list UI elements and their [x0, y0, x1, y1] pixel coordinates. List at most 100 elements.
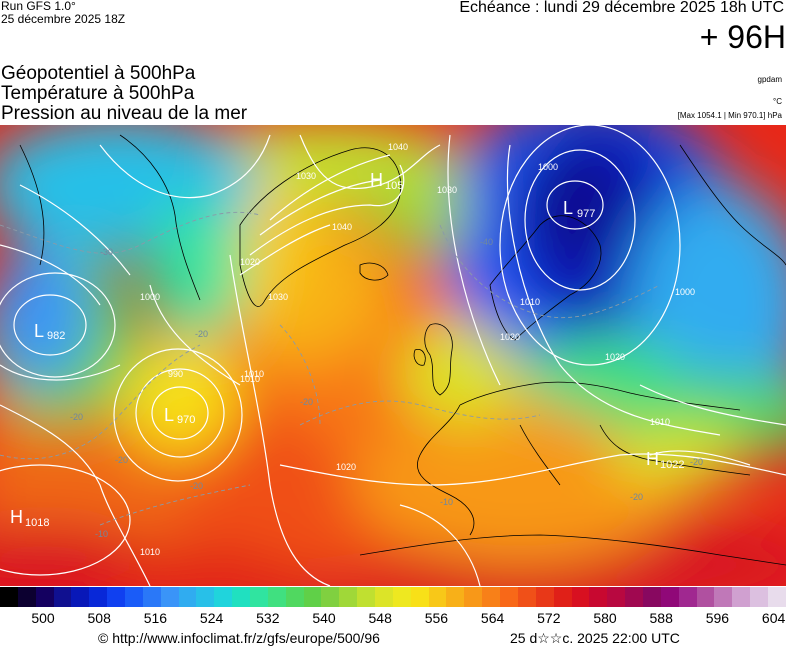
high-value: 1018: [25, 517, 49, 529]
colorbar-swatch: [732, 587, 751, 607]
colorbar-tick-label: 508: [87, 610, 111, 626]
isotherm-labels: -30 -20 -40 -20 -20 -20 -20 -10 -10 -20 …: [70, 237, 703, 539]
colorbar-swatch: [35, 587, 54, 607]
colorbar-swatch: [232, 587, 251, 607]
colorbar-swatch: [392, 587, 411, 607]
isobar-label: 1030: [437, 185, 457, 195]
colorbar-tick-label: 532: [256, 610, 280, 626]
isobar-label: 1000: [140, 292, 160, 302]
high-value: 1022: [660, 459, 684, 471]
isotherm-label: -40: [480, 237, 493, 247]
colorbar-swatch: [410, 587, 429, 607]
title-pressure: Pression au niveau de la mer: [1, 103, 248, 124]
colorbar-swatch: [535, 587, 554, 607]
colorbar-swatch: [17, 587, 36, 607]
isobar-label: 1010: [650, 417, 670, 427]
colorbar-swatch: [482, 587, 501, 607]
colorbar: [0, 587, 786, 607]
colorbar-swatch: [607, 587, 626, 607]
isobar-label: 1020: [240, 257, 260, 267]
isotherm-label: -10: [95, 529, 108, 539]
colorbar-swatch: [196, 587, 215, 607]
colorbar-swatch: [285, 587, 304, 607]
colorbar-swatch: [89, 587, 108, 607]
colorbar-swatch: [178, 587, 197, 607]
colorbar-swatch: [678, 587, 697, 607]
low-value: 970: [177, 414, 195, 426]
colorbar-swatch: [107, 587, 126, 607]
isotherms: [0, 211, 661, 526]
colorbar-swatch: [357, 587, 376, 607]
colorbar-tick-label: 524: [199, 610, 224, 626]
coastlines: [19, 134, 786, 566]
colorbar-swatch: [750, 587, 768, 607]
isobar-label: 1040: [388, 142, 408, 152]
colorbar-swatch: [250, 587, 268, 607]
colorbar-swatch: [53, 587, 72, 607]
isotherm-label: -20: [630, 492, 643, 502]
colorbar-swatch: [464, 587, 483, 607]
isobar-label: 1020: [336, 462, 356, 472]
isotherm-label: -10: [440, 497, 453, 507]
colorbar-swatch: [660, 587, 679, 607]
lead-time: + 96H: [699, 19, 786, 55]
colorbar-swatch: [339, 587, 358, 607]
colorbar-swatch: [375, 587, 393, 607]
isobar-label: 1010: [240, 374, 260, 384]
colorbar-swatch: [214, 587, 233, 607]
colorbar-swatch: [321, 587, 340, 607]
colorbar-swatch: [142, 587, 161, 607]
isotherm-label: -20: [300, 397, 313, 407]
colorbar-swatch: [71, 587, 90, 607]
colorbar-tick-label: 596: [705, 610, 730, 626]
isobar-label: 1030: [268, 292, 288, 302]
isobar-labels: 1040 1030 1020 1000 990 1010 1030 1040 1…: [140, 142, 695, 557]
colorbar-swatch: [303, 587, 322, 607]
low-letter: L: [164, 405, 174, 425]
colorbar-tick-label: 500: [31, 610, 55, 626]
high-letter: H: [646, 449, 659, 469]
isobar-label: 1020: [605, 352, 625, 362]
low-letter: L: [34, 321, 44, 341]
isobar-label: 1010: [520, 297, 540, 307]
isotherm-label: -30: [100, 247, 113, 257]
unit-geopotential: gpdam: [757, 75, 782, 84]
colorbar-swatch: [0, 587, 18, 607]
isotherm-label: -20: [190, 481, 203, 491]
isobars: [0, 125, 786, 586]
low-value: 982: [47, 330, 65, 342]
pressure-centres: L 982 L 970 L 977 H 1018 H 105 H 1022: [10, 170, 684, 529]
high-value: 105: [385, 180, 403, 192]
title-temperature: Température à 500hPa: [1, 83, 195, 104]
high-letter: H: [370, 170, 383, 190]
isobar-label: 1010: [140, 547, 160, 557]
isobar-label: 1010: [244, 369, 264, 379]
colorbar-swatch: [589, 587, 608, 607]
isobar-label: 1030: [296, 171, 316, 181]
generation-time: 25 d☆☆c. 2025 22:00 UTC: [510, 630, 680, 646]
colorbar-swatch: [625, 587, 643, 607]
colorbar-tick-label: 588: [649, 610, 673, 626]
low-letter: L: [563, 198, 573, 218]
colorbar-swatch: [571, 587, 590, 607]
colorbar-swatch: [428, 587, 447, 607]
isobar-label: 1000: [538, 162, 558, 172]
isotherm-label: -20: [70, 412, 83, 422]
colorbar-swatch: [696, 587, 715, 607]
colorbar-tick-label: 516: [143, 610, 168, 626]
isotherm-label: -20: [690, 457, 703, 467]
colorbar-tick-label: 556: [424, 610, 449, 626]
colorbar-tick-label: 580: [593, 610, 617, 626]
source-url: © http://www.infoclimat.fr/z/gfs/europe/…: [98, 630, 380, 646]
colorbar-swatch: [267, 587, 286, 607]
weather-map: L 982 L 970 L 977 H 1018 H 105 H 1022 10…: [0, 125, 786, 586]
isotherm-label: -20: [115, 455, 128, 465]
colorbar-tick-label: 564: [480, 610, 505, 626]
valid-time: Echéance : lundi 29 décembre 2025 18h UT…: [459, 0, 784, 16]
low-value: 977: [577, 208, 595, 220]
colorbar-tick-label: 604: [761, 610, 786, 626]
colorbar-swatch: [767, 587, 786, 607]
colorbar-tick-label: 540: [312, 610, 336, 626]
run-date: 25 décembre 2025 18Z: [1, 12, 126, 26]
colorbar-tick-label: 572: [537, 610, 561, 626]
